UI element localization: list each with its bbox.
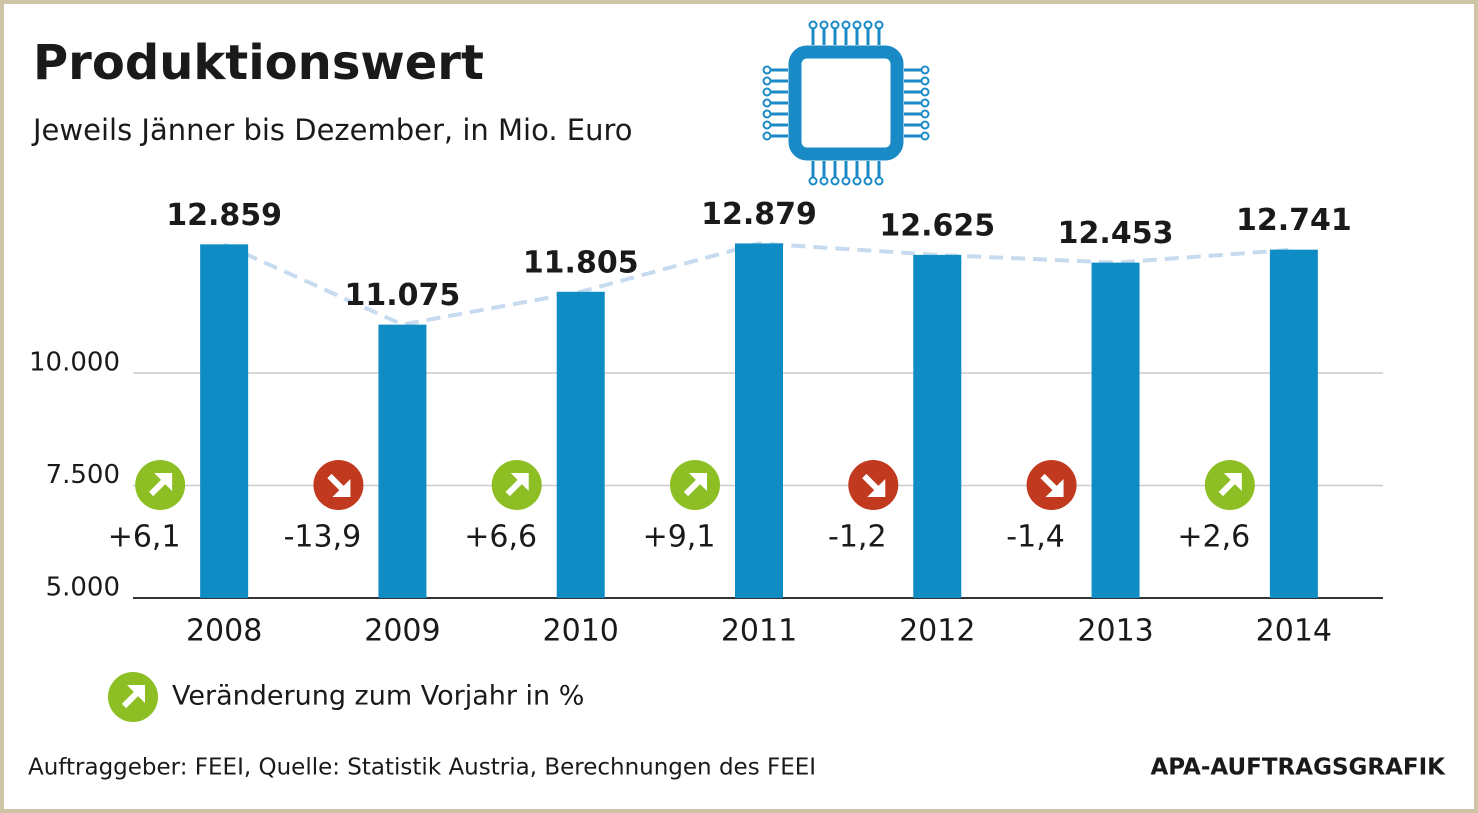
bar	[1269, 249, 1318, 598]
bar	[378, 324, 427, 598]
chip-pin-end	[920, 76, 930, 86]
chip-body	[788, 45, 904, 161]
chip-pin-end	[819, 20, 829, 30]
value-label: 12.625	[879, 208, 995, 243]
change-icon	[135, 460, 186, 510]
value-label: 12.453	[1058, 216, 1174, 251]
chip-pin-end	[841, 176, 851, 186]
bar	[556, 291, 605, 598]
change-icon-arrowhead	[689, 473, 707, 491]
chip-pin-end	[762, 109, 772, 119]
change-icon-arrowhead	[154, 473, 173, 491]
y-tick-label: 7.500	[46, 460, 120, 490]
chip-pin-end	[920, 131, 930, 141]
change-icon	[1026, 460, 1077, 510]
chip-pin-end	[762, 120, 772, 130]
chip-pin-end	[762, 98, 772, 108]
chip-pin-end	[762, 65, 772, 75]
value-label: 11.075	[345, 278, 461, 313]
change-label: -1,2	[828, 520, 887, 555]
value-label: 12.879	[701, 197, 817, 232]
chip-pin-end	[874, 20, 884, 30]
bar	[913, 254, 962, 598]
change-label: +2,6	[1177, 520, 1250, 555]
change-icon	[1204, 460, 1255, 510]
chip-pin-end	[874, 176, 884, 186]
chip-pin-end	[830, 20, 840, 30]
change-icon-arrowhead	[1223, 473, 1242, 491]
value-label: 12.859	[166, 198, 282, 233]
x-tick-label: 2013	[1077, 614, 1153, 649]
change-label: +6,1	[108, 520, 181, 555]
change-icon-arrowhead	[332, 479, 351, 497]
x-tick-label: 2014	[1256, 614, 1332, 649]
change-label: -1,4	[1006, 520, 1065, 555]
chip-pin-end	[841, 20, 851, 30]
change-icon-arrowhead	[867, 479, 886, 497]
change-icon-arrowhead	[1045, 479, 1064, 497]
chart-title: Produktionswert	[33, 35, 484, 91]
chip-pin-end	[762, 76, 772, 86]
chip-pin-end	[920, 120, 930, 130]
change-icon	[491, 460, 542, 510]
x-tick-label: 2012	[899, 614, 975, 649]
y-tick-label: 5.000	[46, 573, 120, 603]
change-icon	[670, 460, 720, 510]
chart-subtitle: Jeweils Jänner bis Dezember, in Mio. Eur…	[31, 113, 632, 147]
value-label: 11.805	[523, 245, 639, 280]
chip-pin-end	[830, 176, 840, 186]
chip-pin-end	[920, 109, 930, 119]
chip-pin-end	[920, 65, 930, 75]
chip-pin-end	[920, 98, 930, 108]
x-tick-label: 2010	[543, 614, 619, 649]
chip-pin-end	[808, 176, 818, 186]
change-icon	[313, 460, 364, 510]
chip-pin-end	[852, 20, 862, 30]
chip-pin-end	[762, 87, 772, 97]
chip-pin-end	[808, 20, 818, 30]
x-tick-label: 2008	[186, 614, 262, 649]
legend-label: Veränderung zum Vorjahr in %	[172, 681, 584, 712]
chip-pin-end	[863, 20, 873, 30]
chip-pin-end	[852, 176, 862, 186]
x-tick-label: 2009	[364, 614, 440, 649]
chip-pin-end	[762, 131, 772, 141]
value-label: 12.741	[1236, 203, 1352, 238]
chip-pin-end	[920, 87, 930, 97]
change-label: +9,1	[643, 520, 716, 555]
change-icon	[848, 460, 899, 510]
change-icon-arrowhead	[127, 685, 145, 703]
chip-pin-end	[819, 176, 829, 186]
credit: APA-AUFTRAGSGRAFIK	[1151, 755, 1447, 781]
change-label: -13,9	[284, 520, 362, 555]
x-tick-label: 2011	[721, 614, 797, 649]
bar	[735, 243, 783, 598]
legend-icon	[108, 672, 158, 722]
y-tick-label: 10.000	[29, 348, 120, 378]
source-note: Auftraggeber: FEEI, Quelle: Statistik Au…	[28, 755, 816, 781]
bar	[200, 244, 249, 598]
bar	[1091, 262, 1140, 598]
chip-pin-end	[863, 176, 873, 186]
chip-icon	[762, 20, 930, 186]
change-icon-arrowhead	[510, 473, 529, 491]
change-label: +6,6	[464, 520, 537, 555]
